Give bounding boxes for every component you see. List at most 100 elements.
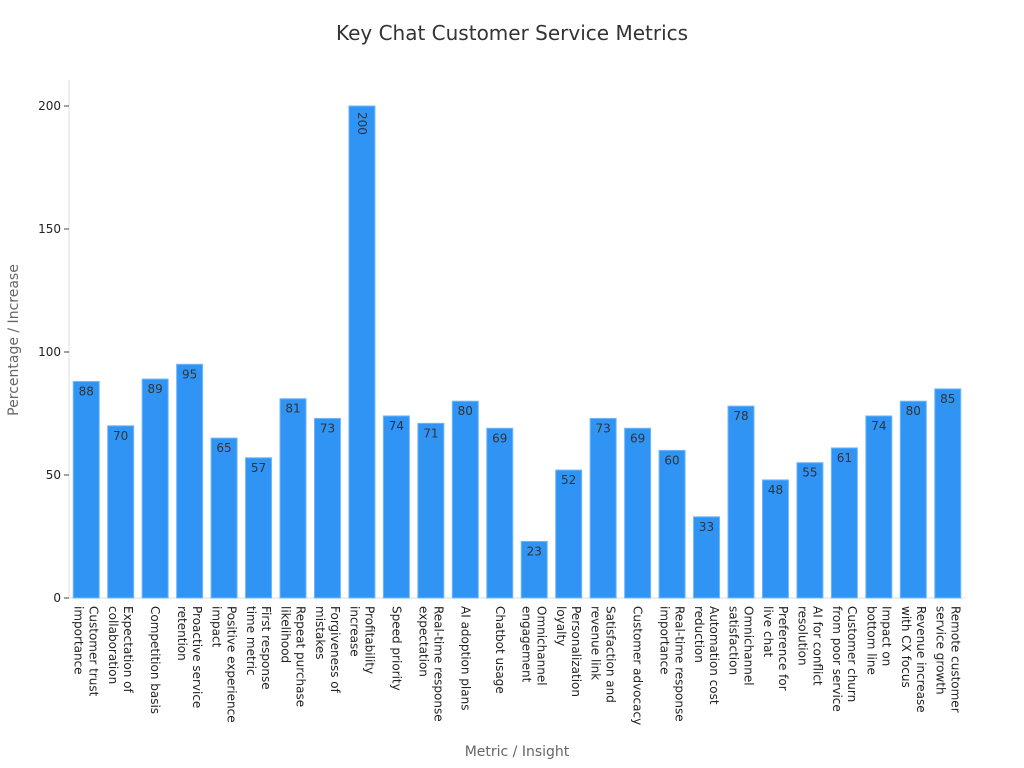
bar-data-label: 57 [251, 461, 266, 475]
x-category-label: AI for conflictresolution [795, 606, 824, 686]
y-tick-label: 50 [46, 468, 61, 482]
bar [348, 105, 376, 599]
x-category-label-line: increase [347, 606, 361, 657]
bar [382, 415, 410, 599]
x-category-label: Real-time responseimportance [658, 606, 687, 722]
x-category-label: Personalizationloyalty [554, 606, 583, 697]
x-category-label-line: loyalty [554, 606, 568, 646]
x-category-label: AI adoption plans [458, 606, 472, 710]
bar [934, 388, 962, 599]
bar-data-label: 95 [182, 367, 197, 381]
chart-title: Key Chat Customer Service Metrics [336, 21, 688, 45]
x-category-label-line: Forgiveness of [328, 606, 342, 694]
x-category-label: Positive experienceimpact [210, 606, 239, 723]
bar [899, 400, 927, 599]
x-category-label-line: Personalization [569, 606, 583, 697]
x-category-label-line: Chatbot usage [493, 606, 507, 694]
x-category-label-line: revenue link [589, 606, 603, 680]
bar [210, 437, 238, 599]
x-category-label-line: mistakes [313, 606, 327, 660]
bar [727, 405, 755, 599]
bar [176, 363, 204, 599]
bar-data-label: 70 [113, 429, 128, 443]
bar [658, 449, 686, 599]
bar-data-label: 200 [355, 112, 369, 135]
x-category-label: Satisfaction andrevenue link [589, 606, 618, 703]
x-category-label-line: First response [259, 606, 273, 690]
x-category-label-line: Speed priority [389, 606, 403, 691]
bar [141, 378, 169, 599]
bar [72, 381, 100, 599]
x-category-label-line: Positive experience [225, 606, 239, 723]
x-category-label-line: Profitability [362, 606, 376, 674]
bar-data-label: 33 [699, 520, 714, 534]
x-category-label-line: Preference for [776, 606, 790, 691]
bar [520, 540, 548, 599]
x-category-label-line: collaboration [106, 606, 120, 684]
x-category-label: First responsetime metric [244, 606, 273, 690]
bar [486, 427, 514, 599]
x-category-label-line: Real-time response [431, 606, 445, 722]
bar [313, 417, 341, 599]
x-category-label-line: engagement [520, 606, 534, 683]
x-category-label: Customer churnfrom poor service [830, 606, 859, 712]
bar [279, 398, 307, 599]
x-category-label-line: resolution [795, 606, 809, 666]
x-category-label: Profitabilityincrease [347, 606, 376, 674]
x-category-label-line: Customer churn [845, 606, 859, 702]
bar [451, 400, 479, 599]
x-category-label: Forgiveness ofmistakes [313, 606, 342, 694]
x-category-label: Preference forlive chat [761, 606, 790, 691]
x-category-label-line: importance [72, 606, 86, 675]
bar [245, 457, 273, 599]
bar-data-label: 74 [389, 419, 404, 433]
bar-data-label: 80 [906, 404, 921, 418]
y-axis-title: Percentage / Increase [6, 264, 22, 416]
x-category-label-line: satisfaction [727, 606, 741, 675]
y-tick-label: 200 [38, 99, 61, 113]
x-category-label: Remote customerservice growth [933, 606, 962, 713]
x-category-label-line: likelihood [279, 606, 293, 663]
x-category-label: Customer trustimportance [72, 606, 101, 697]
bar-data-label: 81 [285, 402, 300, 416]
bar [796, 462, 824, 599]
x-category-label-line: Omnichannel [535, 606, 549, 686]
x-category-label-line: expectation [416, 606, 430, 677]
bar-data-label: 71 [423, 426, 438, 440]
y-tick-label: 150 [38, 222, 61, 236]
bar-data-label: 78 [733, 409, 748, 423]
x-category-label-line: Competition basis [148, 606, 162, 714]
bar-data-label: 89 [148, 382, 163, 396]
bar-data-label: 88 [79, 385, 94, 399]
bars-group: 88 70 89 95 65 57 81 73 200 74 71 80 69 23 52 73 69 60 33 7… [72, 105, 962, 599]
bar-data-label: 52 [561, 473, 576, 487]
bar [107, 425, 135, 599]
x-category-label-line: with CX focus [899, 606, 913, 688]
x-category-label-line: impact [210, 606, 224, 648]
x-category-label-line: Repeat purchase [294, 606, 308, 707]
x-category-label-line: Satisfaction and [604, 606, 618, 703]
bar-data-label: 85 [940, 392, 955, 406]
y-axis-ticks: 0 50 100 150 200 [38, 99, 69, 605]
x-axis-title: Metric / Insight [465, 744, 570, 760]
x-category-label-line: from poor service [830, 606, 844, 712]
x-category-label: Repeat purchaselikelihood [279, 606, 308, 707]
bar-data-label: 69 [492, 431, 507, 445]
x-category-label: Real-time responseexpectation [416, 606, 445, 722]
bar-data-label: 23 [527, 544, 542, 558]
y-tick-label: 0 [53, 591, 61, 605]
bar [830, 447, 858, 599]
x-category-label: Speed priority [389, 606, 403, 691]
x-category-label: Proactive serviceretention [175, 606, 204, 708]
bar-data-label: 73 [596, 421, 611, 435]
x-category-label: Competition basis [148, 606, 162, 714]
bar [693, 516, 721, 599]
x-axis-category-labels: Customer trustimportance Expectation ofco… [72, 606, 963, 725]
x-category-label: Omnichannelengagement [520, 606, 549, 686]
x-category-label: Revenue increasewith CX focus [899, 606, 928, 713]
bar [624, 427, 652, 599]
bar-data-label: 74 [871, 419, 886, 433]
bar-data-label: 69 [630, 431, 645, 445]
